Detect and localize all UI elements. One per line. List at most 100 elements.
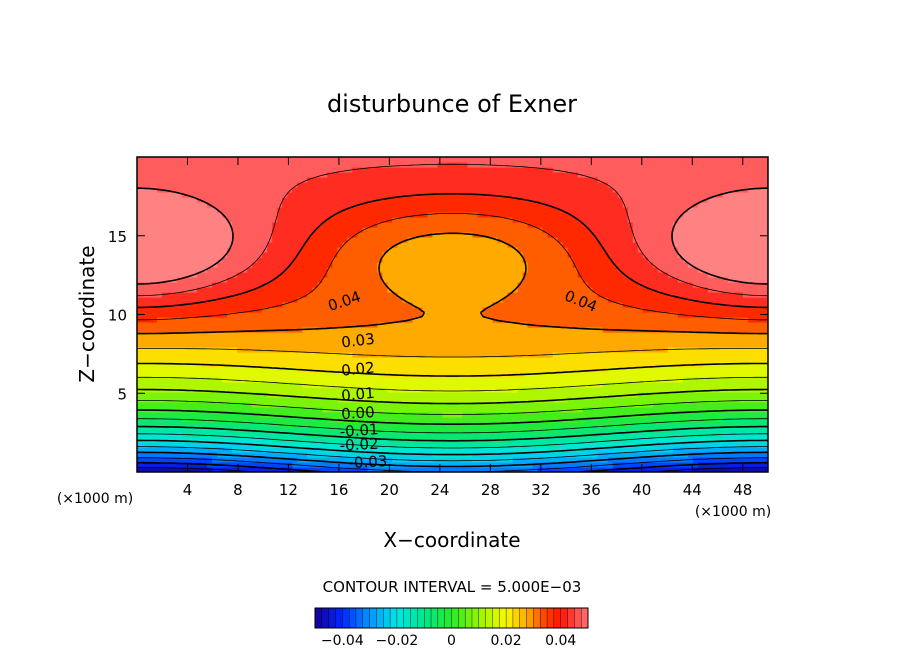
contour-cell xyxy=(257,362,263,368)
contour-cell xyxy=(547,327,554,333)
contour-cell xyxy=(317,467,323,472)
contour-cell xyxy=(742,427,749,433)
contour-cell xyxy=(677,372,684,378)
contour-cell xyxy=(342,387,348,393)
contour-cell xyxy=(447,432,454,438)
contour-cell xyxy=(597,447,604,453)
contour-cell xyxy=(307,347,313,353)
contour-cell xyxy=(627,367,634,373)
contour-cell xyxy=(172,337,178,343)
contour-cell xyxy=(422,442,429,448)
contour-cell xyxy=(322,367,328,373)
contour-cell xyxy=(667,317,674,323)
contour-cell xyxy=(657,327,664,333)
contour-cell xyxy=(297,382,303,388)
contour-cell xyxy=(442,462,449,468)
contour-cell xyxy=(162,282,168,288)
contour-cell xyxy=(202,452,208,458)
contour-cell xyxy=(167,322,173,328)
contour-cell xyxy=(397,452,404,458)
contour-cell xyxy=(472,412,479,418)
contour-cell xyxy=(467,377,474,383)
contour-cell xyxy=(532,357,539,363)
contour-cell xyxy=(302,312,308,318)
contour-cell xyxy=(232,437,238,443)
contour-cell xyxy=(537,427,544,433)
contour-cell xyxy=(657,382,664,388)
contour-cell xyxy=(207,432,213,438)
contour-cell xyxy=(587,322,594,328)
contour-cell xyxy=(152,417,158,423)
contour-cell xyxy=(227,302,233,308)
contour-cell xyxy=(277,457,283,463)
contour-cell xyxy=(667,387,674,393)
contour-cell xyxy=(297,272,303,278)
contour-cell xyxy=(387,432,394,438)
contour-cell xyxy=(292,282,298,288)
contour-cell xyxy=(372,432,378,438)
contour-cell xyxy=(442,397,449,403)
contour-cell xyxy=(242,327,248,333)
contour-cell xyxy=(732,357,739,363)
contour-cell xyxy=(627,467,634,472)
contour-cell xyxy=(227,357,233,363)
contour-cell xyxy=(482,377,489,383)
contour-cell xyxy=(387,352,394,358)
contour-cell xyxy=(387,317,394,323)
contour-cell xyxy=(697,282,704,288)
contour-cell xyxy=(157,352,163,358)
contour-cell xyxy=(152,462,158,468)
contour-cell xyxy=(372,332,378,338)
contour-cell xyxy=(317,437,323,443)
contour-cell xyxy=(467,302,474,308)
contour-cell xyxy=(322,352,328,358)
contour-cell xyxy=(382,442,388,448)
contour-cell xyxy=(467,287,474,293)
contour-cell xyxy=(137,282,143,288)
contour-cell xyxy=(252,452,258,458)
contour-cell xyxy=(547,417,554,423)
contour-cell xyxy=(597,387,604,393)
contour-cell xyxy=(707,342,714,348)
contour-cell xyxy=(502,467,509,472)
contour-cell xyxy=(512,337,519,343)
contour-cell xyxy=(212,432,218,438)
contour-cell xyxy=(527,332,534,338)
contour-cell xyxy=(477,357,484,363)
contour-cell xyxy=(192,307,198,313)
contour-cell xyxy=(392,297,399,303)
contour-cell xyxy=(222,447,228,453)
contour-cell xyxy=(317,422,323,428)
contour-cell xyxy=(517,277,524,283)
contour-cell xyxy=(422,467,429,472)
contour-cell xyxy=(142,292,148,298)
contour-cell xyxy=(467,407,474,413)
contour-cell xyxy=(617,342,624,348)
contour-cell xyxy=(222,342,228,348)
contour-cell xyxy=(562,382,569,388)
contour-cell xyxy=(732,452,739,458)
contour-cell xyxy=(237,432,243,438)
contour-cell xyxy=(302,317,308,323)
contour-cell xyxy=(377,457,383,463)
contour-cell xyxy=(327,427,333,433)
contour-cell xyxy=(387,312,394,318)
contour-cell xyxy=(762,392,768,398)
contour-cell xyxy=(697,312,704,318)
contour-cell xyxy=(137,302,143,308)
contour-cell xyxy=(702,287,709,293)
contour-cell xyxy=(422,357,429,363)
contour-cell xyxy=(342,287,348,293)
contour-cell xyxy=(617,382,624,388)
contour-cell xyxy=(417,292,424,298)
contour-cell xyxy=(712,282,719,288)
contour-cell xyxy=(522,317,529,323)
contour-cell xyxy=(372,302,378,308)
contour-cell xyxy=(732,377,739,383)
contour-cell xyxy=(387,367,394,373)
contour-cell xyxy=(147,457,153,463)
contour-cell xyxy=(277,462,283,468)
contour-cell xyxy=(477,312,484,318)
contour-cell xyxy=(222,397,228,403)
contour-cell xyxy=(567,457,574,463)
